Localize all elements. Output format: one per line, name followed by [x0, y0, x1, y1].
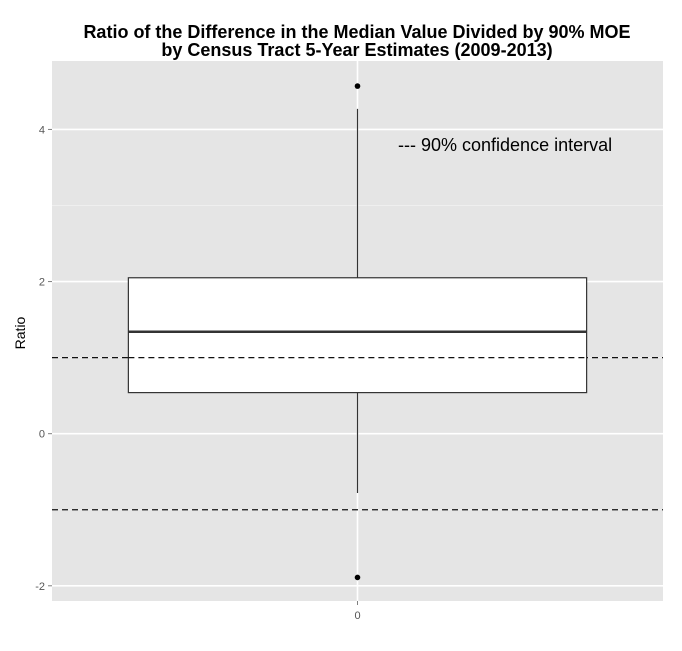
outlier-point	[354, 574, 361, 581]
chart-title-line-2: by Census Tract 5-Year Estimates (2009-2…	[161, 40, 552, 60]
y-tick-label: 2	[39, 277, 45, 289]
boxplot	[127, 83, 588, 581]
y-tick-label: 0	[39, 429, 45, 441]
axes: -2 0 2 4 0	[35, 124, 360, 622]
y-axis-label: Ratio	[12, 316, 28, 349]
outlier-point	[354, 83, 361, 89]
y-tick-label: -2	[35, 581, 45, 593]
chart-title-line-1: Ratio of the Difference in the Median Va…	[83, 22, 630, 42]
box-iqr	[127, 277, 588, 394]
y-tick-label: 4	[39, 124, 45, 136]
confidence-interval-annotation: --- 90% confidence interval	[398, 135, 612, 155]
x-tick-label: 0	[354, 610, 360, 622]
